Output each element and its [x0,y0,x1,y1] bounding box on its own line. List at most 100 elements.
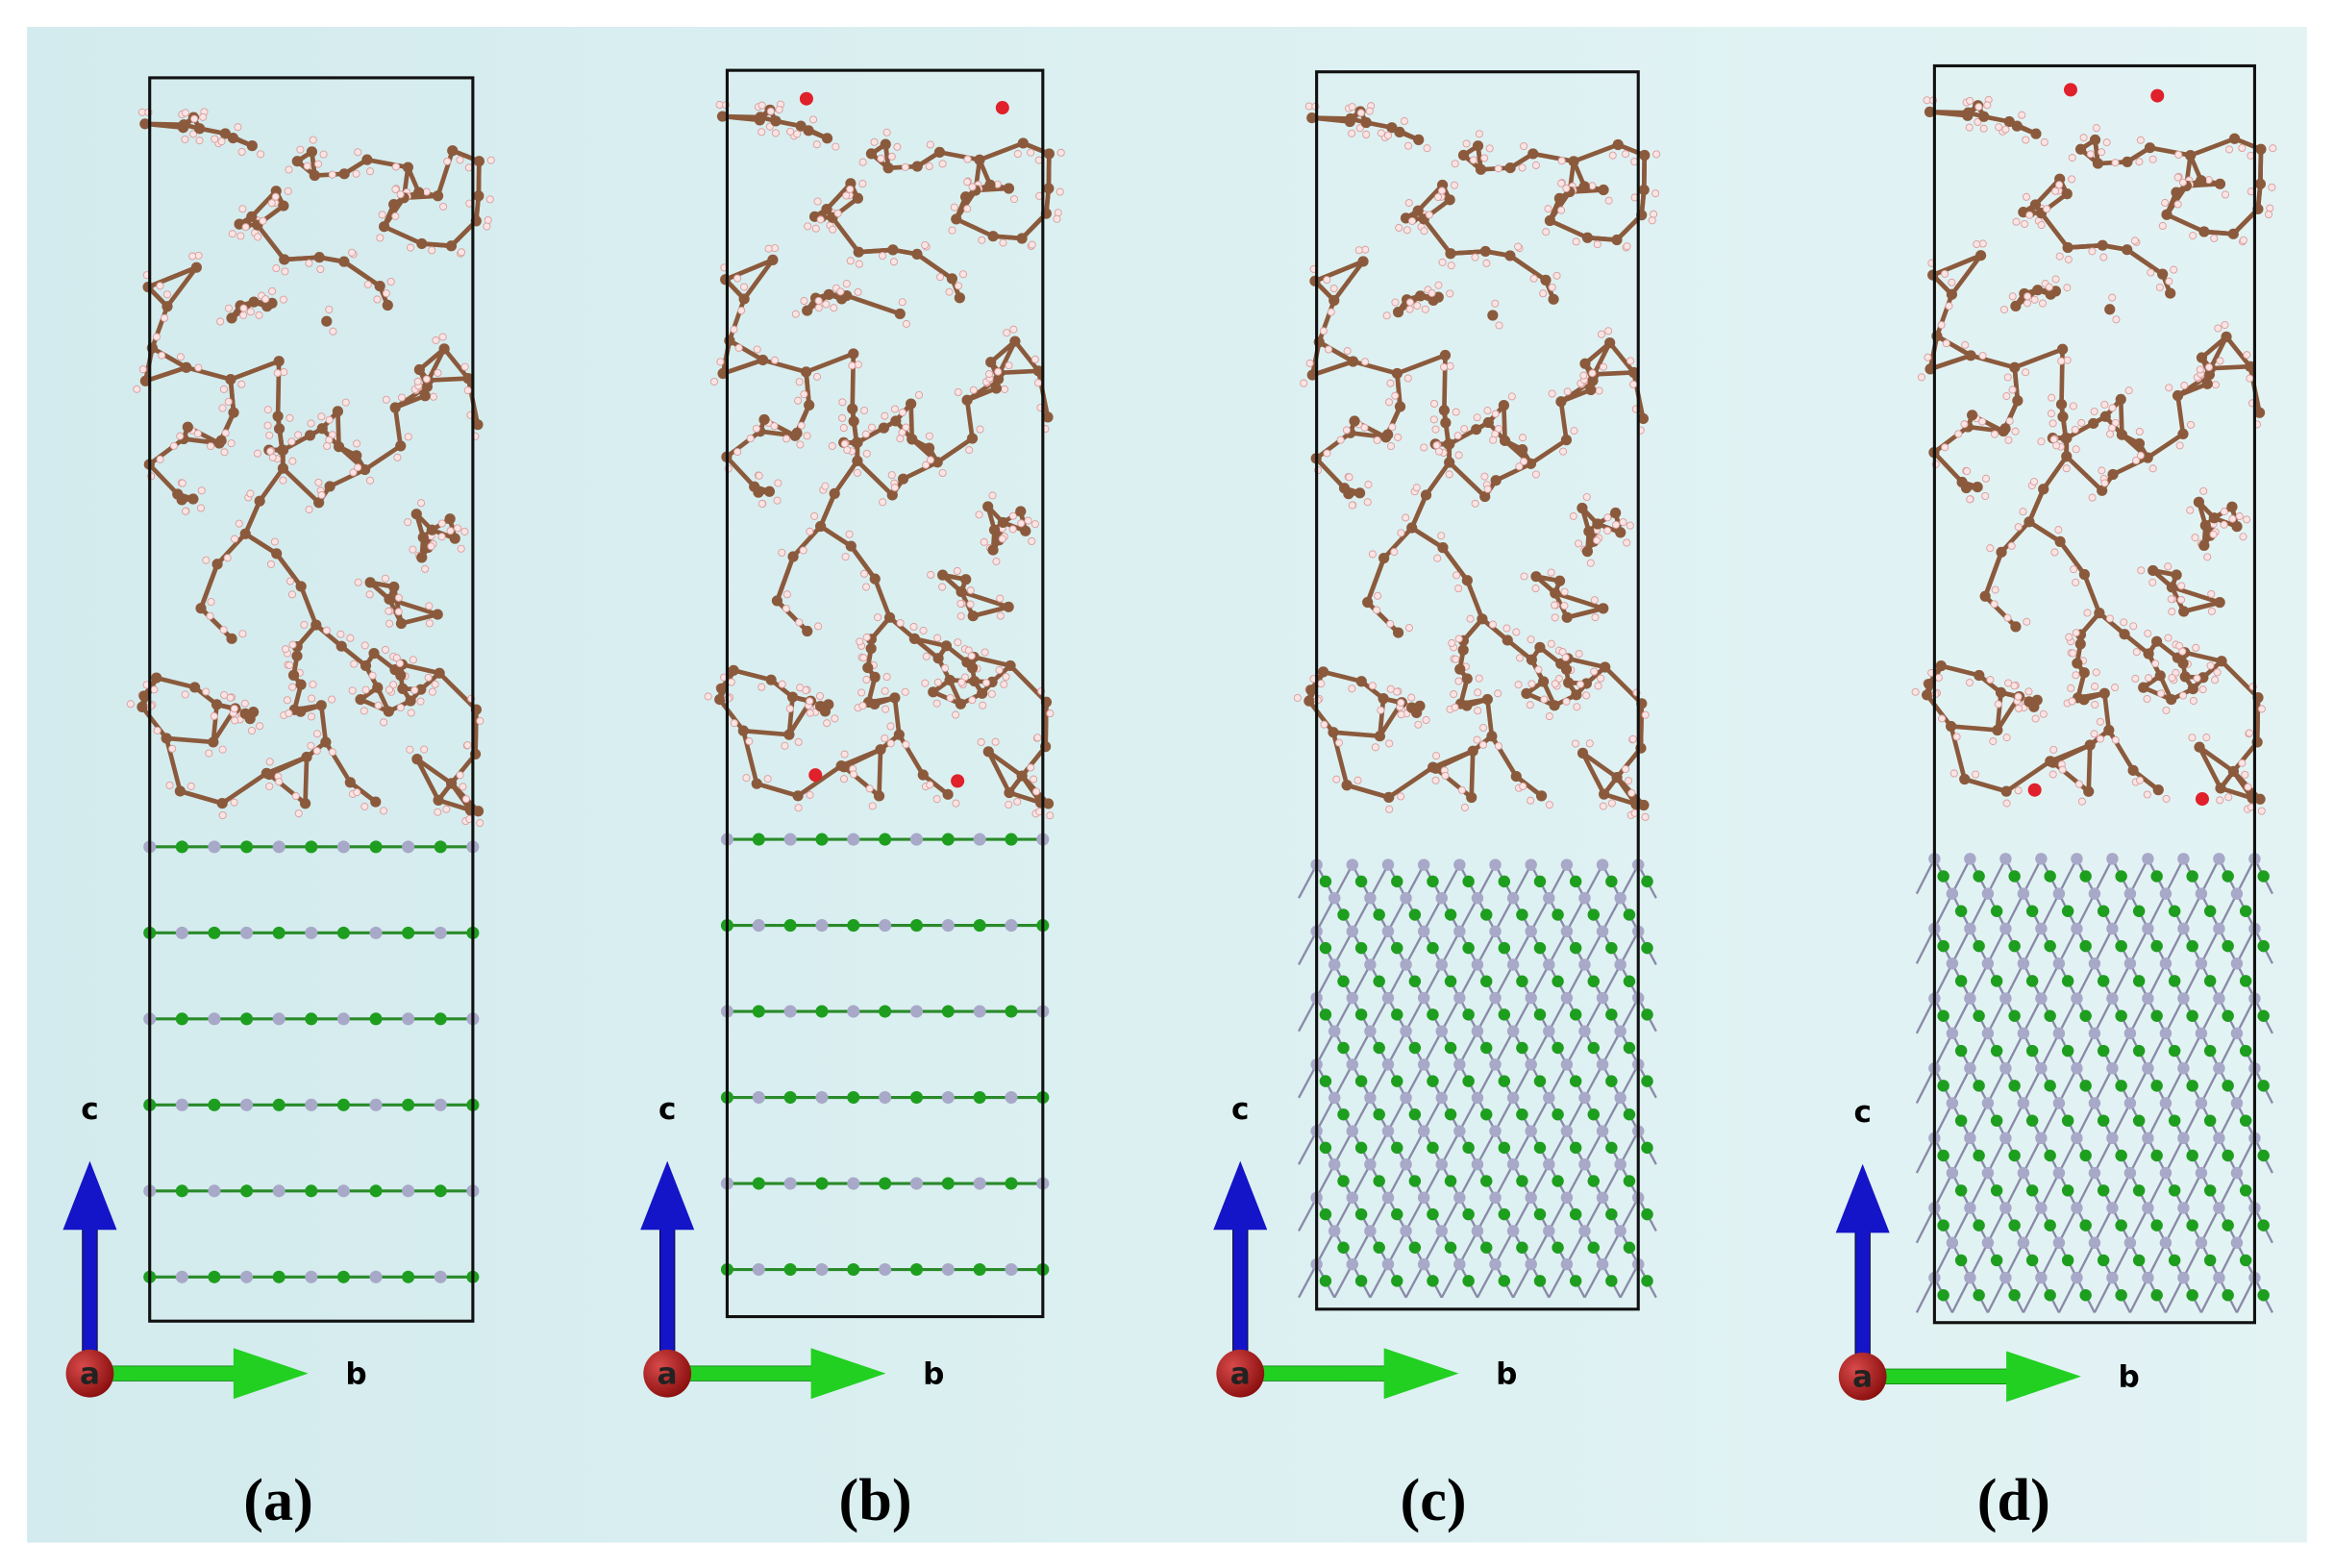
hydrogen-atom [160,313,169,322]
hydrogen-atom [1450,181,1459,189]
lattice-bond [1404,931,1426,965]
nitrogen-atom [1614,1091,1626,1105]
carbon-atom [802,305,813,316]
hydrogen-atom [1402,513,1410,522]
hydrogen-atom [1428,288,1436,297]
hydrogen-atom [898,298,906,307]
lattice-bond [2093,1277,2114,1313]
nitrogen-atom [2123,1027,2137,1040]
hydrogen-atom [2178,691,2188,700]
hydrogen-atom [2058,765,2067,774]
hydrogen-atom [1545,712,1553,721]
carbon-atom [889,692,901,704]
bond [323,740,353,784]
lattice-bond [2235,1067,2256,1105]
hydrogen-atom [2269,144,2277,153]
boron-atom [1391,875,1403,888]
boron-atom [2132,1044,2146,1058]
boron-atom [2044,1219,2056,1232]
hydrogen-atom [1527,680,1536,688]
hydrogen-atom [323,441,332,451]
hydrogen-atom [1544,205,1552,213]
lattice-bond [2147,1033,2167,1069]
hydrogen-atom [839,775,849,784]
hydrogen-atom [1445,470,1453,479]
lattice-bond [2182,962,2202,1000]
carbon-atom [931,457,943,468]
nitrogen-atom [1453,1125,1466,1137]
hydrogen-atom [265,758,274,766]
hydrogen-atom [410,685,419,695]
hydrogen-atom [453,524,462,533]
hydrogen-atom [881,705,890,713]
carbon-atom [389,402,401,413]
carbon-atom [1432,291,1444,303]
hydrogen-atom [995,666,1004,675]
hydrogen-atom [1471,499,1479,508]
carbon-atom [370,796,382,808]
hydrogen-atom [1965,123,1974,132]
hydrogen-atom [1008,525,1017,534]
hydrogen-atom [854,287,862,296]
hydrogen-atom [926,456,935,464]
boron-atom [1498,941,1511,955]
hydrogen-atom [2068,154,2076,162]
hydrogen-atom [2164,634,2173,642]
carbon-atom [2072,658,2083,669]
hydrogen-atom [417,499,426,508]
hydrogen-atom [263,421,272,430]
bond [1603,665,1644,706]
hydrogen-atom [227,439,236,448]
hydrogen-atom [267,199,276,208]
hydrogen-atom [963,205,972,213]
bond [786,696,795,735]
boron-atom [1973,1009,1985,1022]
hydrogen-atom [2024,292,2032,301]
hydrogen-atom [991,737,1000,746]
carbon-atom [1599,788,1610,800]
hydrogen-atom [2135,776,2145,784]
hydrogen-atom [202,687,211,696]
nitrogen-atom [2159,887,2173,900]
lattice-bond [1458,897,1478,933]
boron-atom [1516,1241,1528,1254]
carbon-atom [187,493,199,505]
hydrogen-atom [2111,418,2120,427]
hydrogen-atom [1942,339,1950,348]
nitrogen-atom [973,1005,986,1018]
bond [198,562,220,610]
nitrogen-atom [2088,958,2101,970]
hydrogen-atom [1519,782,1527,790]
oxygen-atom [2150,88,2165,103]
hydrogen-atom [1973,239,1981,249]
hydrogen-atom [281,267,289,276]
lattice-bond [1915,928,1936,964]
hydrogen-atom [2165,277,2173,286]
nitrogen-atom [2195,1236,2208,1249]
bond [476,161,482,196]
boron-atom [2257,1080,2270,1092]
hydrogen-atom [1394,433,1403,441]
lattice-bond [2040,1102,2060,1139]
nitrogen-atom [2088,1027,2101,1040]
lattice-bond [2199,1207,2221,1244]
lattice-bond [2057,1137,2078,1174]
hydrogen-atom [814,622,823,631]
hydrogen-atom [2187,420,2196,429]
lattice-bond [1529,1163,1551,1199]
hydrogen-atom [219,385,228,393]
hydrogen-atom [300,620,309,629]
bond [955,216,995,238]
hydrogen-atom [1548,389,1556,398]
boron-atom [2239,1254,2252,1267]
hydrogen-atom [382,395,390,404]
hydrogen-atom [2038,299,2048,308]
nitrogen-atom [1346,1125,1359,1137]
hydrogen-atom [1485,144,1494,153]
bond [151,345,188,370]
carbon-atom [1362,596,1374,609]
hydrogen-atom [1300,379,1308,387]
lattice-bond [2128,1137,2149,1174]
carbon-atom [1016,233,1028,244]
lattice-bond [1969,1102,1989,1139]
